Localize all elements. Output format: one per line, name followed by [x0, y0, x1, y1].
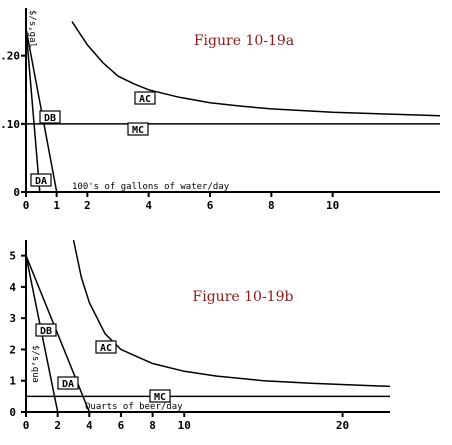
- x-tick-label: 20: [336, 419, 349, 432]
- figure-title: Figure 10-19a: [194, 33, 294, 49]
- y-tick-label: 3: [9, 312, 16, 325]
- y-tick-label: 1: [9, 375, 16, 388]
- y-tick-label: 0: [13, 186, 20, 199]
- x-tick-label: 2: [54, 419, 61, 432]
- y-tick-label: 4: [9, 281, 16, 294]
- series-da-label: DA: [62, 379, 74, 390]
- series-ac-line: [71, 21, 441, 117]
- x-tick-label: 0: [23, 199, 30, 212]
- series-ac-line: [72, 239, 391, 388]
- x-tick-label: 4: [145, 199, 152, 212]
- series-da-line: [25, 28, 41, 193]
- series-db-label-box: [39, 110, 61, 124]
- series-mc-label: MC: [132, 125, 144, 136]
- x-axis-label: Quarts of beer/day: [85, 402, 183, 412]
- x-tick-label: 1: [53, 199, 60, 212]
- series-ac-label-box: [134, 91, 156, 105]
- y-axis-label: $/s,qua: [30, 345, 40, 383]
- x-tick-label: 0: [23, 419, 30, 432]
- series-db-label: DB: [44, 113, 56, 124]
- series-ac-label: AC: [139, 94, 151, 105]
- x-tick-label: 8: [268, 199, 275, 212]
- series-mc-label: MC: [154, 392, 166, 403]
- x-tick-label: 4: [86, 419, 93, 432]
- series-db-line: [25, 28, 58, 193]
- y-tick-label: .20: [0, 50, 20, 63]
- series-da-label-box: [57, 376, 79, 390]
- y-tick-label: .10: [0, 118, 20, 131]
- x-tick-label: 10: [178, 419, 191, 432]
- series-db-label: DB: [40, 326, 52, 337]
- series-da-label: DA: [35, 176, 47, 187]
- chart-a: 0 1 2 4 6 8 10 0 .10 .20 DA DB MC AC Figure 10-19a 100'…: [0, 8, 441, 212]
- series-mc-label-box: [127, 122, 149, 136]
- series-da-line: [25, 255, 90, 413]
- series-da-label-box: [30, 173, 52, 187]
- x-tick-label: 6: [207, 199, 214, 212]
- series-ac-label-box: [95, 340, 117, 354]
- series-mc-label-box: [149, 389, 171, 403]
- x-tick-label: 6: [118, 419, 125, 432]
- x-axis-label: 100's of gallons of water/day: [72, 182, 230, 192]
- x-tick-label: 8: [149, 419, 156, 432]
- x-tick-label: 2: [84, 199, 91, 212]
- chart-b: 0 2 4 6 8 10 20 0 1 2 3 4 5 DB DA MC AC Figure 10-19b Quar…: [9, 239, 391, 432]
- y-tick-label: 5: [9, 250, 16, 263]
- x-tick-label: 10: [326, 199, 339, 212]
- figure-title: Figure 10-19b: [193, 289, 294, 305]
- y-tick-label: 0: [9, 406, 16, 419]
- series-ac-label: AC: [100, 343, 112, 354]
- series-db-label-box: [35, 323, 57, 337]
- y-tick-label: 2: [9, 343, 16, 356]
- y-axis-label: $/s,gal: [27, 10, 37, 48]
